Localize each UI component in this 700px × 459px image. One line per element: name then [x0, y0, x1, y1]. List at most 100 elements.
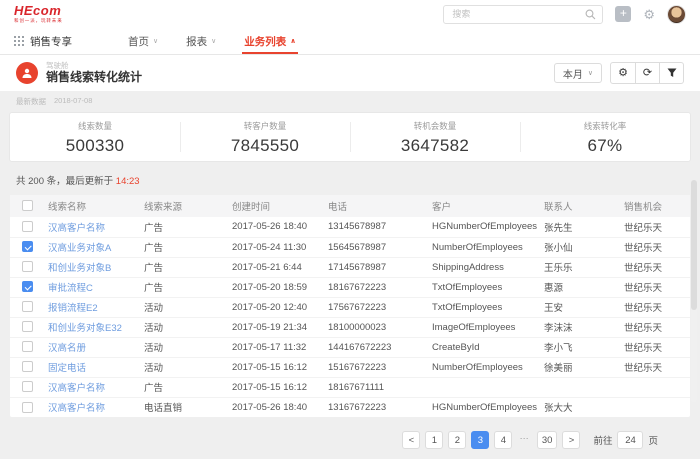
chevron-icon: ∧ — [290, 38, 296, 45]
lead-created: 2017-05-26 18:40 — [232, 401, 308, 413]
row-checkbox[interactable] — [21, 401, 33, 413]
page-button-1[interactable]: 1 — [425, 431, 444, 449]
metric-value: 7845550 — [230, 136, 300, 155]
table-row: 汉高客户名称 广告 2017-05-26 18:40 13145678987 H… — [10, 217, 690, 238]
nav-bar: 销售专享 首页 ∨ 报表 ∨ 业务列表 ∧ — [0, 28, 700, 55]
column-header: 联系人 — [540, 195, 620, 217]
app-switcher[interactable]: 销售专享 — [14, 34, 72, 49]
report-header: 驾驶舱 销售线索转化统计 本月 ∨ ⚙ ⟳ — [0, 55, 700, 91]
lead-phone: 13167672223 — [328, 401, 387, 413]
lead-contact: 惠源 — [540, 277, 620, 298]
lead-created: 2017-05-20 18:59 — [228, 277, 324, 298]
lead-created: 2017-05-15 16:12 — [228, 377, 324, 398]
select-all-checkbox[interactable] — [21, 200, 33, 212]
metric-label: 线索转化率 — [583, 121, 627, 131]
lead-opportunity: 世纪乐天 — [620, 297, 690, 318]
lead-name-link[interactable]: 汉高客户名称 — [48, 222, 106, 234]
lead-phone: 18167671111 — [324, 377, 428, 398]
nav-tab[interactable]: 业务列表 ∧ — [230, 28, 310, 54]
lead-contact: 徐美丽 — [540, 357, 620, 378]
scrollbar-thumb[interactable] — [691, 180, 697, 310]
table-row: 汉高名册 活动 2017-05-17 11:32 144167672223 Cr… — [10, 337, 690, 358]
page-button-4[interactable]: 4 — [494, 431, 513, 449]
row-checkbox[interactable] — [21, 361, 33, 373]
last-data-line: 最新数据 2018-07-08 — [0, 91, 700, 111]
row-checkbox[interactable] — [21, 321, 33, 333]
filter-icon — [667, 68, 676, 77]
lead-name-link[interactable]: 审批流程C — [48, 283, 93, 294]
goto-page-input[interactable] — [617, 431, 644, 449]
lead-source: 活动 — [140, 297, 228, 318]
row-checkbox[interactable] — [21, 301, 33, 313]
lead-opportunity: 世纪乐天 — [620, 237, 690, 258]
table-row: 和创业务对象B 广告 2017-05-21 6:44 17145678987 S… — [10, 257, 690, 278]
nav-tab[interactable]: 首页 ∨ — [114, 28, 172, 54]
lead-contact: 王乐乐 — [540, 257, 620, 278]
row-checkbox[interactable] — [21, 341, 33, 353]
scrollbar[interactable] — [691, 180, 697, 402]
row-checkbox[interactable] — [21, 281, 33, 293]
search-input[interactable] — [443, 4, 604, 24]
page-button-30[interactable]: 30 — [536, 431, 558, 449]
metric-value: 67% — [587, 136, 623, 155]
row-checkbox[interactable] — [21, 241, 33, 253]
lead-contact: 张先生 — [540, 217, 620, 238]
chevron-down-icon: ∨ — [587, 70, 593, 77]
lead-phone: 18100000023 — [324, 317, 428, 338]
next-page-button[interactable]: > — [562, 431, 581, 449]
refresh-button[interactable]: ⟳ — [635, 63, 659, 83]
lead-name-link[interactable]: 和创业务对象B — [48, 263, 112, 274]
metric-label: 转机会数量 — [413, 121, 457, 131]
table-body: 汉高客户名称 广告 2017-05-26 18:40 13145678987 H… — [10, 217, 690, 417]
page-unit-label: 页 — [648, 436, 658, 447]
user-avatar[interactable] — [667, 4, 686, 24]
page-button-3[interactable]: 3 — [471, 431, 490, 449]
column-header: 线索名称 — [44, 195, 140, 217]
lead-created: 2017-05-20 12:40 — [228, 297, 324, 318]
lead-source: 广告 — [140, 257, 228, 278]
filter-button[interactable] — [659, 63, 683, 83]
lead-name-link[interactable]: 和创业务对象E32 — [48, 323, 122, 334]
settings-icon[interactable]: ⚙ — [643, 6, 655, 22]
metrics-card: 线索数量 500330 转客户数量 7845550 转机会数量 3647582 … — [10, 113, 690, 161]
add-button[interactable]: + — [615, 6, 632, 22]
lead-name-link[interactable]: 汉高业务对象A — [48, 243, 112, 254]
lead-source: 活动 — [140, 357, 228, 378]
row-checkbox[interactable] — [21, 381, 33, 393]
settings-button[interactable]: ⚙ — [611, 63, 635, 83]
chevron-icon: ∨ — [153, 38, 159, 45]
brand-logo[interactable]: HEcom 和创一派，玩转未来 — [14, 4, 68, 24]
lead-name-link[interactable]: 汉高客户名称 — [48, 403, 106, 415]
lead-opportunity: 世纪乐天 — [620, 277, 690, 298]
lead-customer — [428, 377, 540, 398]
lead-name-link[interactable]: 报销流程E2 — [48, 303, 98, 314]
lead-source: 广告 — [140, 377, 228, 398]
lead-name-link[interactable]: 固定电话 — [48, 363, 87, 374]
global-search — [443, 4, 604, 24]
lead-phone: 15645678987 — [324, 237, 428, 258]
table-header-row: 线索名称 线索来源 创建时间 电话 客户 联系人 销售机会 — [10, 195, 690, 217]
lead-name-link[interactable]: 汉高客户名称 — [48, 383, 106, 394]
period-selector[interactable]: 本月 ∨ — [553, 63, 602, 83]
nav-tab-label: 业务列表 — [244, 35, 287, 48]
person-gauge-icon — [22, 68, 32, 78]
lead-customer: ShippingAddress — [428, 257, 540, 278]
goto-label: 前往 — [593, 436, 613, 447]
row-checkbox[interactable] — [21, 261, 33, 273]
lead-name-link[interactable]: 汉高名册 — [48, 343, 87, 354]
table-row: 报销流程E2 活动 2017-05-20 12:40 17567672223 T… — [10, 297, 690, 318]
prev-page-button[interactable]: < — [402, 431, 421, 449]
page-button-2[interactable]: 2 — [448, 431, 467, 449]
lead-contact: 张小仙 — [540, 237, 620, 258]
lead-created: 2017-05-19 21:34 — [228, 317, 324, 338]
app-label: 销售专享 — [30, 35, 72, 48]
logo-tagline: 和创一派，玩转未来 — [14, 18, 63, 24]
row-checkbox[interactable] — [21, 221, 33, 233]
lead-source: 广告 — [140, 237, 228, 258]
metric-item: 转客户数量 7845550 — [180, 113, 350, 161]
nav-tab[interactable]: 报表 ∨ — [172, 28, 230, 54]
pagination-ellipsis: … — [519, 431, 530, 442]
lead-customer: HGNumberOfEmployees — [428, 217, 540, 238]
lead-phone: 144167672223 — [324, 337, 428, 358]
